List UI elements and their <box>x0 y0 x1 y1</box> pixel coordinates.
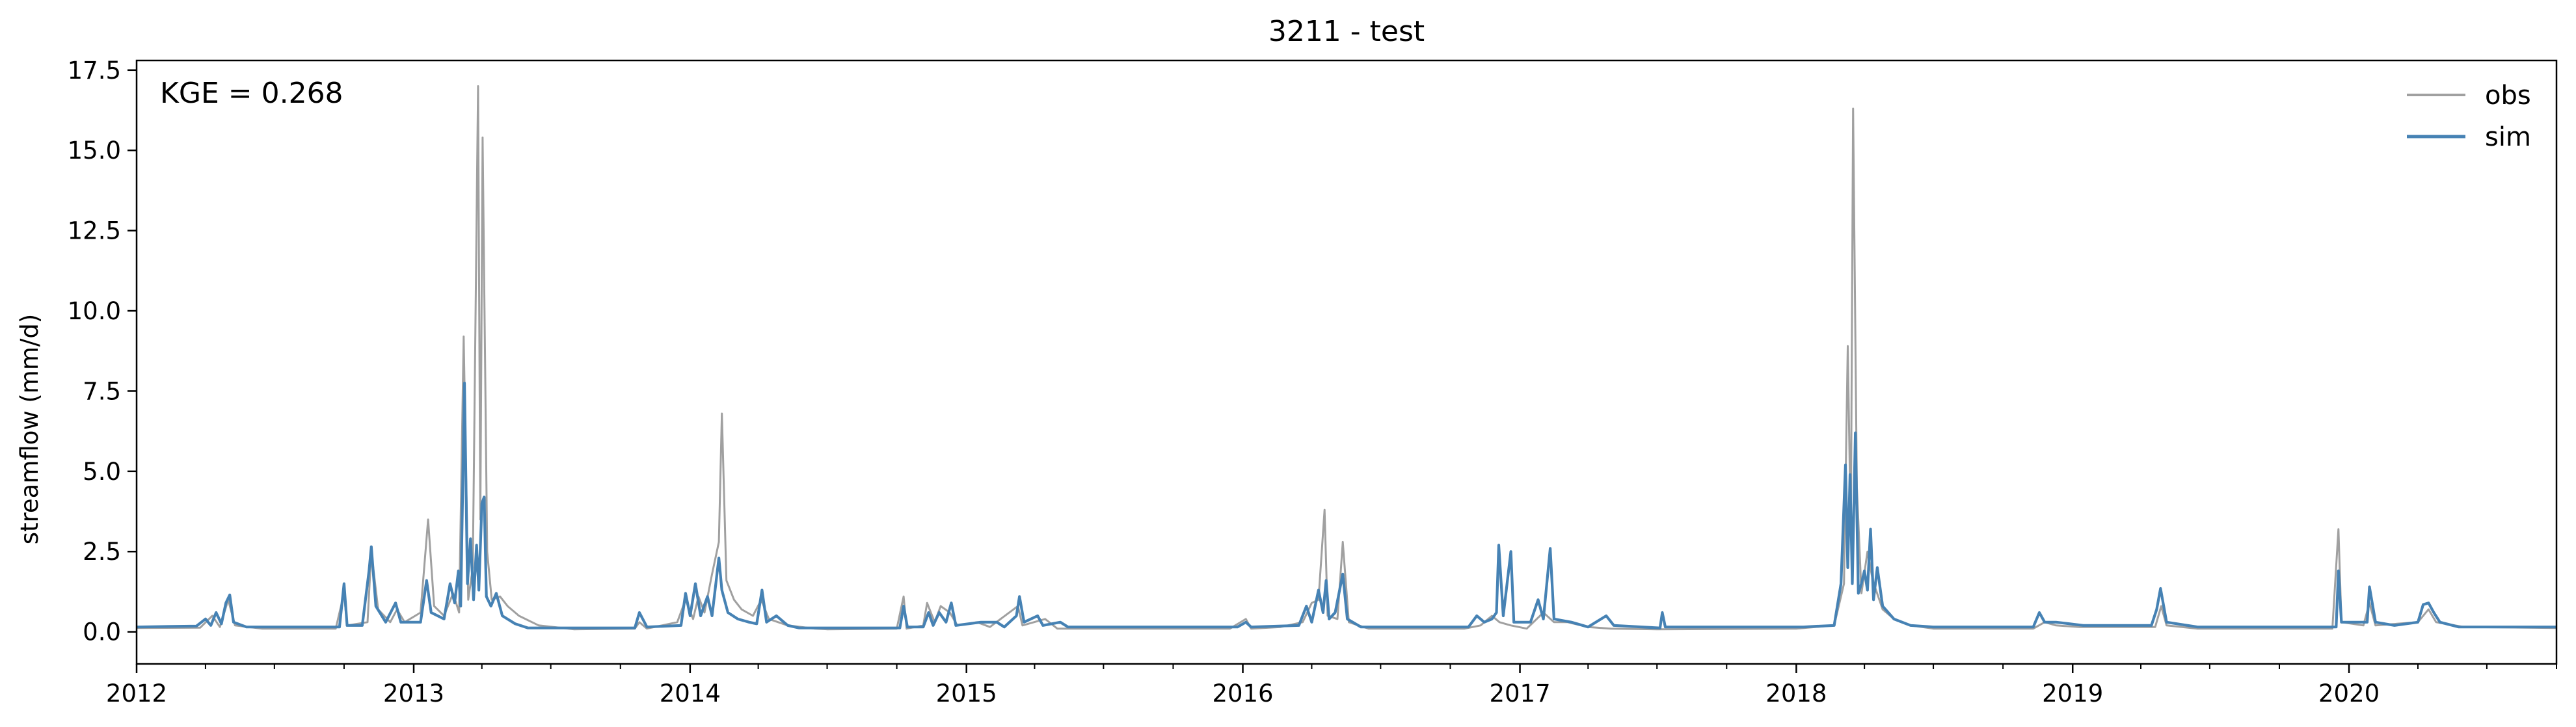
series-line-sim <box>137 382 2556 629</box>
y-tick-label: 10.0 <box>68 297 121 325</box>
x-tick-label: 2012 <box>106 680 167 707</box>
axis-ticks: 2012 2013 2014 2015 2016 2017 2018 2019 2020 0.0 2… <box>68 57 2557 707</box>
x-tick-label: 2016 <box>1212 680 1273 707</box>
x-tick-label: 2013 <box>383 680 444 707</box>
legend: obs sim <box>2407 81 2531 152</box>
y-tick-label: 5.0 <box>83 458 121 486</box>
x-tick-label: 2017 <box>1489 680 1550 707</box>
x-tick-label: 2018 <box>1765 680 1827 707</box>
axes-frame <box>135 59 2558 665</box>
y-tick-label: 0.0 <box>83 618 121 646</box>
legend-obs-label: obs <box>2485 81 2531 111</box>
y-axis-label: streamflow (mm/d) <box>16 314 44 545</box>
chart-title: 3211 - test <box>1268 15 1425 48</box>
legend-sim-label: sim <box>2485 122 2531 152</box>
x-tick-label: 2020 <box>2318 680 2380 707</box>
x-tick-label: 2015 <box>936 680 997 707</box>
x-tick-label: 2019 <box>2042 680 2103 707</box>
y-tick-label: 2.5 <box>83 538 121 566</box>
y-tick-label: 12.5 <box>68 217 121 245</box>
y-tick-label: 7.5 <box>83 377 121 405</box>
y-tick-label: 15.0 <box>68 137 121 165</box>
plot-area <box>137 85 2556 631</box>
kge-annotation: KGE = 0.268 <box>160 77 343 110</box>
y-tick-label: 17.5 <box>68 57 121 85</box>
x-tick-label: 2014 <box>660 680 721 707</box>
